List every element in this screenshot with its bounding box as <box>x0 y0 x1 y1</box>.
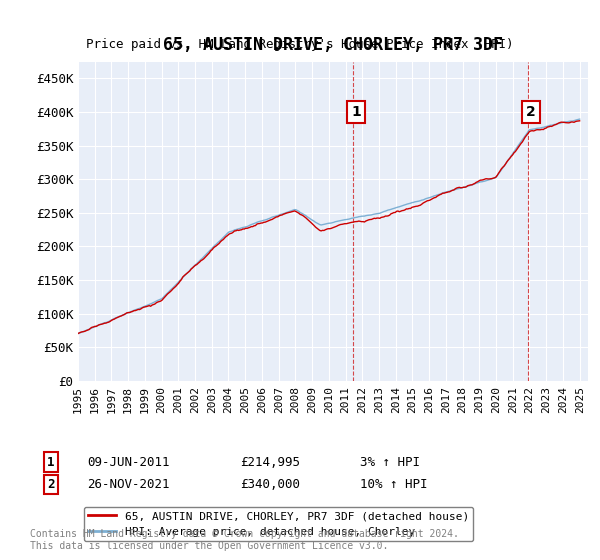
Legend: 65, AUSTIN DRIVE, CHORLEY, PR7 3DF (detached house), HPI: Average price, detache: 65, AUSTIN DRIVE, CHORLEY, PR7 3DF (deta… <box>83 507 473 541</box>
Text: 2: 2 <box>526 105 536 119</box>
Text: £214,995: £214,995 <box>240 455 300 469</box>
Text: 3% ↑ HPI: 3% ↑ HPI <box>360 455 420 469</box>
Text: £340,000: £340,000 <box>240 478 300 491</box>
Text: 2: 2 <box>47 478 55 491</box>
Text: 1: 1 <box>352 105 361 119</box>
Text: 26-NOV-2021: 26-NOV-2021 <box>87 478 170 491</box>
Title: 65, AUSTIN DRIVE, CHORLEY, PR7 3DF: 65, AUSTIN DRIVE, CHORLEY, PR7 3DF <box>163 36 503 54</box>
Text: 1: 1 <box>47 455 55 469</box>
Text: Price paid vs. HM Land Registry's House Price Index (HPI): Price paid vs. HM Land Registry's House … <box>86 38 514 50</box>
Text: Contains HM Land Registry data © Crown copyright and database right 2024.
This d: Contains HM Land Registry data © Crown c… <box>30 529 459 551</box>
Text: 10% ↑ HPI: 10% ↑ HPI <box>360 478 427 491</box>
Text: 09-JUN-2011: 09-JUN-2011 <box>87 455 170 469</box>
